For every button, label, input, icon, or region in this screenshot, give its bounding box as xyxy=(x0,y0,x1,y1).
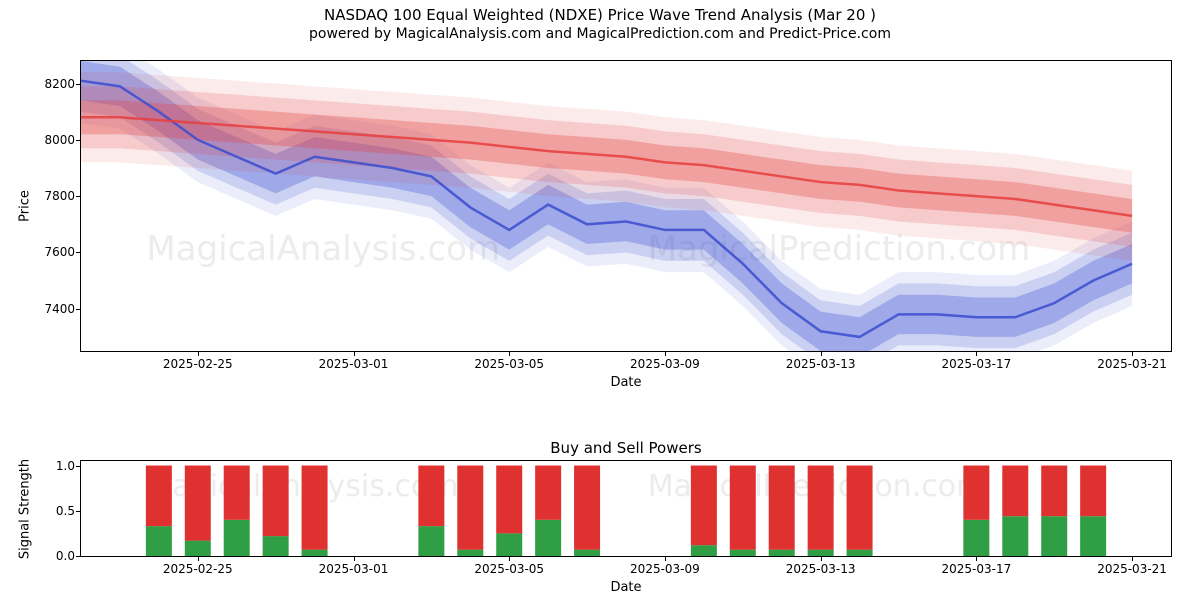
signal-chart-ylabel: Signal Strength xyxy=(18,458,33,558)
buy-bar xyxy=(963,520,989,556)
buy-bar xyxy=(769,550,795,556)
x-tick-mark xyxy=(821,556,822,561)
y-tick-label: 8000 xyxy=(44,133,75,147)
sell-bar xyxy=(496,466,522,534)
buy-bar xyxy=(808,550,834,556)
buy-bar xyxy=(418,526,444,556)
sell-bar xyxy=(185,466,211,541)
x-tick-mark xyxy=(976,351,977,356)
sell-bar xyxy=(1002,466,1028,517)
buy-bar xyxy=(730,550,756,556)
x-tick-label: 2025-03-05 xyxy=(474,357,544,371)
sell-bar xyxy=(691,466,717,546)
x-tick-label: 2025-03-01 xyxy=(319,357,389,371)
buy-bar xyxy=(847,550,873,556)
figure-title: NASDAQ 100 Equal Weighted (NDXE) Price W… xyxy=(0,6,1200,24)
buy-bar xyxy=(302,550,328,556)
sell-bar xyxy=(574,466,600,550)
sell-bar xyxy=(1041,466,1067,517)
sell-bar xyxy=(769,466,795,550)
sell-bar xyxy=(263,466,289,537)
sell-bar xyxy=(302,466,328,550)
sell-bar xyxy=(963,466,989,520)
sell-bar xyxy=(146,466,172,527)
chart-svg xyxy=(81,461,1171,556)
figure-subtitle: powered by MagicalAnalysis.com and Magic… xyxy=(0,26,1200,42)
x-tick-label: 2025-03-21 xyxy=(1097,562,1167,576)
buy-bar xyxy=(496,533,522,556)
x-tick-label: 2025-03-09 xyxy=(630,562,700,576)
sell-bar xyxy=(730,466,756,550)
chart-svg xyxy=(81,61,1171,351)
x-tick-mark xyxy=(198,556,199,561)
x-tick-mark xyxy=(665,556,666,561)
x-tick-label: 2025-02-25 xyxy=(163,357,233,371)
x-tick-mark xyxy=(976,556,977,561)
x-tick-label: 2025-03-05 xyxy=(474,562,544,576)
y-tick-label: 1.0 xyxy=(56,459,75,473)
buy-bar xyxy=(263,536,289,556)
sell-bar xyxy=(1080,466,1106,517)
y-tick-label: 0.5 xyxy=(56,504,75,518)
buy-bar xyxy=(1002,516,1028,556)
sell-bar xyxy=(457,466,483,550)
x-tick-mark xyxy=(1132,351,1133,356)
y-tick-label: 0.0 xyxy=(56,549,75,563)
y-tick-mark xyxy=(76,556,81,557)
x-tick-label: 2025-03-17 xyxy=(941,357,1011,371)
x-tick-mark xyxy=(354,556,355,561)
x-tick-label: 2025-03-17 xyxy=(941,562,1011,576)
signal-chart-xlabel: Date xyxy=(81,580,1171,595)
figure: NASDAQ 100 Equal Weighted (NDXE) Price W… xyxy=(0,0,1200,600)
y-tick-label: 7800 xyxy=(44,189,75,203)
price-chart-ylabel: Price xyxy=(18,190,33,222)
buy-bar xyxy=(224,520,250,556)
y-tick-label: 7600 xyxy=(44,245,75,259)
buy-bar xyxy=(457,550,483,556)
sell-bar xyxy=(224,466,250,520)
x-tick-mark xyxy=(509,351,510,356)
price-chart-panel: Price Date MagicalAnalysis.com MagicalPr… xyxy=(80,60,1172,352)
buy-bar xyxy=(691,545,717,556)
buy-bar xyxy=(1041,516,1067,556)
x-tick-mark xyxy=(665,351,666,356)
signal-chart-title: Buy and Sell Powers xyxy=(81,439,1171,457)
y-tick-label: 7400 xyxy=(44,302,75,316)
x-tick-label: 2025-03-01 xyxy=(319,562,389,576)
buy-bar xyxy=(574,550,600,556)
x-tick-label: 2025-03-09 xyxy=(630,357,700,371)
x-tick-label: 2025-03-13 xyxy=(786,562,856,576)
buy-bar xyxy=(185,541,211,556)
x-tick-mark xyxy=(509,556,510,561)
sell-bar xyxy=(808,466,834,550)
x-tick-label: 2025-02-25 xyxy=(163,562,233,576)
buy-bar xyxy=(535,520,561,556)
x-tick-label: 2025-03-21 xyxy=(1097,357,1167,371)
sell-bar xyxy=(535,466,561,520)
x-tick-mark xyxy=(354,351,355,356)
x-tick-mark xyxy=(198,351,199,356)
x-tick-mark xyxy=(1132,556,1133,561)
x-tick-label: 2025-03-13 xyxy=(786,357,856,371)
y-tick-label: 8200 xyxy=(44,77,75,91)
buy-bar xyxy=(1080,516,1106,556)
sell-bar xyxy=(418,466,444,527)
sell-bar xyxy=(847,466,873,550)
price-chart-xlabel: Date xyxy=(81,375,1171,390)
x-tick-mark xyxy=(821,351,822,356)
buy-bar xyxy=(146,526,172,556)
signal-chart-panel: Buy and Sell Powers Signal Strength Date… xyxy=(80,460,1172,557)
